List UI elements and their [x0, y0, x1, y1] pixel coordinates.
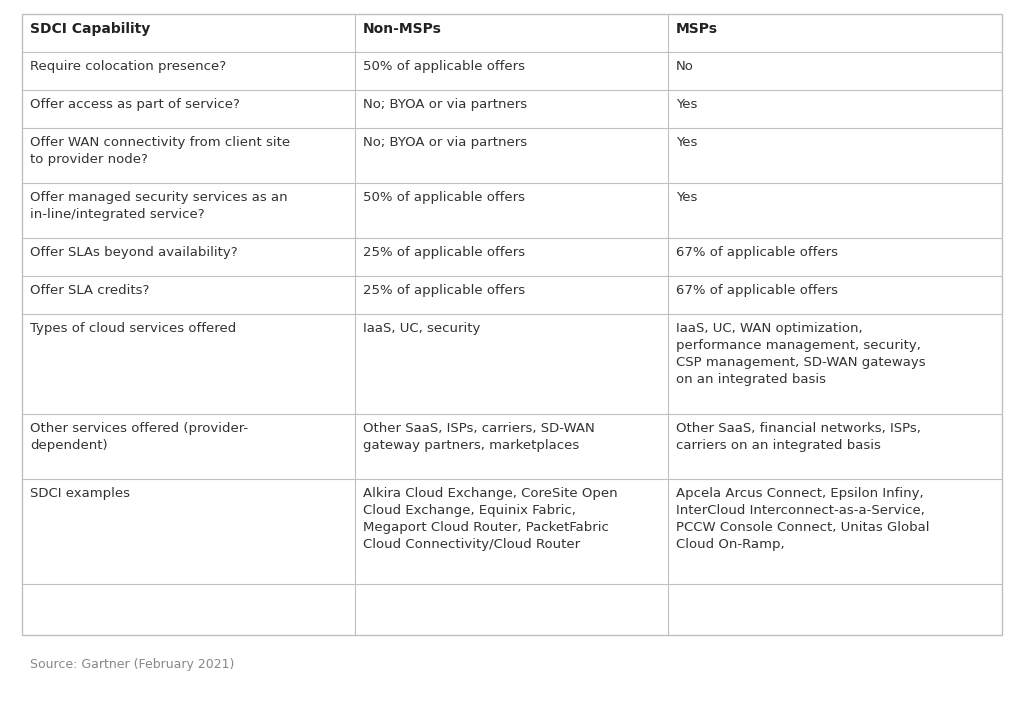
- Text: SDCI Capability: SDCI Capability: [30, 22, 151, 36]
- Text: Yes: Yes: [676, 191, 697, 204]
- Bar: [22, 14, 1002, 635]
- Text: Require colocation presence?: Require colocation presence?: [30, 60, 226, 73]
- Text: 25% of applicable offers: 25% of applicable offers: [362, 246, 525, 259]
- Text: Types of cloud services offered: Types of cloud services offered: [30, 322, 237, 335]
- Text: Apcela Arcus Connect, Epsilon Infiny,
InterCloud Interconnect-as-a-Service,
PCCW: Apcela Arcus Connect, Epsilon Infiny, In…: [676, 487, 930, 551]
- Text: No: No: [676, 60, 694, 73]
- Text: Other SaaS, ISPs, carriers, SD-WAN
gateway partners, marketplaces: Other SaaS, ISPs, carriers, SD-WAN gatew…: [362, 422, 595, 452]
- Text: 67% of applicable offers: 67% of applicable offers: [676, 284, 838, 297]
- Text: Other services offered (provider-
dependent): Other services offered (provider- depend…: [30, 422, 248, 452]
- Text: 67% of applicable offers: 67% of applicable offers: [676, 246, 838, 259]
- Text: 50% of applicable offers: 50% of applicable offers: [362, 60, 525, 73]
- Text: Offer WAN connectivity from client site
to provider node?: Offer WAN connectivity from client site …: [30, 136, 290, 166]
- Text: SDCI examples: SDCI examples: [30, 487, 130, 500]
- Text: Other SaaS, financial networks, ISPs,
carriers on an integrated basis: Other SaaS, financial networks, ISPs, ca…: [676, 422, 921, 452]
- Text: 25% of applicable offers: 25% of applicable offers: [362, 284, 525, 297]
- Text: Yes: Yes: [676, 136, 697, 149]
- Text: 50% of applicable offers: 50% of applicable offers: [362, 191, 525, 204]
- Text: IaaS, UC, WAN optimization,
performance management, security,
CSP management, SD: IaaS, UC, WAN optimization, performance …: [676, 322, 926, 386]
- Text: No; BYOA or via partners: No; BYOA or via partners: [362, 98, 527, 111]
- Text: Alkira Cloud Exchange, CoreSite Open
Cloud Exchange, Equinix Fabric,
Megaport Cl: Alkira Cloud Exchange, CoreSite Open Clo…: [362, 487, 617, 551]
- Text: Offer SLAs beyond availability?: Offer SLAs beyond availability?: [30, 246, 238, 259]
- Text: Offer managed security services as an
in-line/integrated service?: Offer managed security services as an in…: [30, 191, 288, 221]
- Text: Yes: Yes: [676, 98, 697, 111]
- Text: Non-MSPs: Non-MSPs: [362, 22, 442, 36]
- Text: Offer access as part of service?: Offer access as part of service?: [30, 98, 240, 111]
- Text: Source: Gartner (February 2021): Source: Gartner (February 2021): [30, 658, 234, 671]
- Text: No; BYOA or via partners: No; BYOA or via partners: [362, 136, 527, 149]
- Text: IaaS, UC, security: IaaS, UC, security: [362, 322, 480, 335]
- Text: MSPs: MSPs: [676, 22, 718, 36]
- Text: Offer SLA credits?: Offer SLA credits?: [30, 284, 150, 297]
